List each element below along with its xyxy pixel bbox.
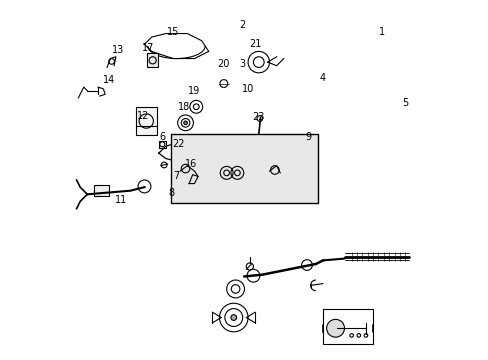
Text: 17: 17 — [142, 43, 154, 53]
Text: 18: 18 — [177, 102, 189, 112]
Text: 12: 12 — [136, 111, 148, 121]
Circle shape — [326, 319, 344, 337]
Circle shape — [177, 158, 181, 162]
Text: 4: 4 — [319, 73, 325, 83]
Text: 1: 1 — [378, 27, 385, 37]
Text: 13: 13 — [111, 45, 123, 55]
Text: 11: 11 — [115, 195, 127, 204]
Circle shape — [183, 121, 187, 125]
Circle shape — [230, 315, 236, 320]
Text: 9: 9 — [305, 132, 311, 142]
Bar — [94, 185, 108, 196]
Text: 5: 5 — [401, 98, 407, 108]
Text: 20: 20 — [217, 59, 229, 69]
Text: 19: 19 — [188, 86, 200, 96]
Text: 6: 6 — [159, 132, 165, 142]
Text: 15: 15 — [166, 27, 179, 37]
Text: 8: 8 — [168, 188, 174, 198]
Text: 2: 2 — [239, 19, 245, 30]
Bar — [323, 309, 372, 344]
Text: 14: 14 — [102, 75, 115, 85]
Text: 23: 23 — [252, 112, 264, 122]
Text: 10: 10 — [242, 84, 254, 94]
Text: 21: 21 — [248, 39, 261, 49]
Bar — [147, 53, 158, 67]
Bar — [171, 134, 317, 203]
Text: 7: 7 — [173, 171, 180, 181]
Text: 3: 3 — [239, 59, 245, 69]
Text: 22: 22 — [172, 139, 184, 149]
Text: 16: 16 — [184, 159, 197, 169]
Bar — [135, 107, 157, 135]
